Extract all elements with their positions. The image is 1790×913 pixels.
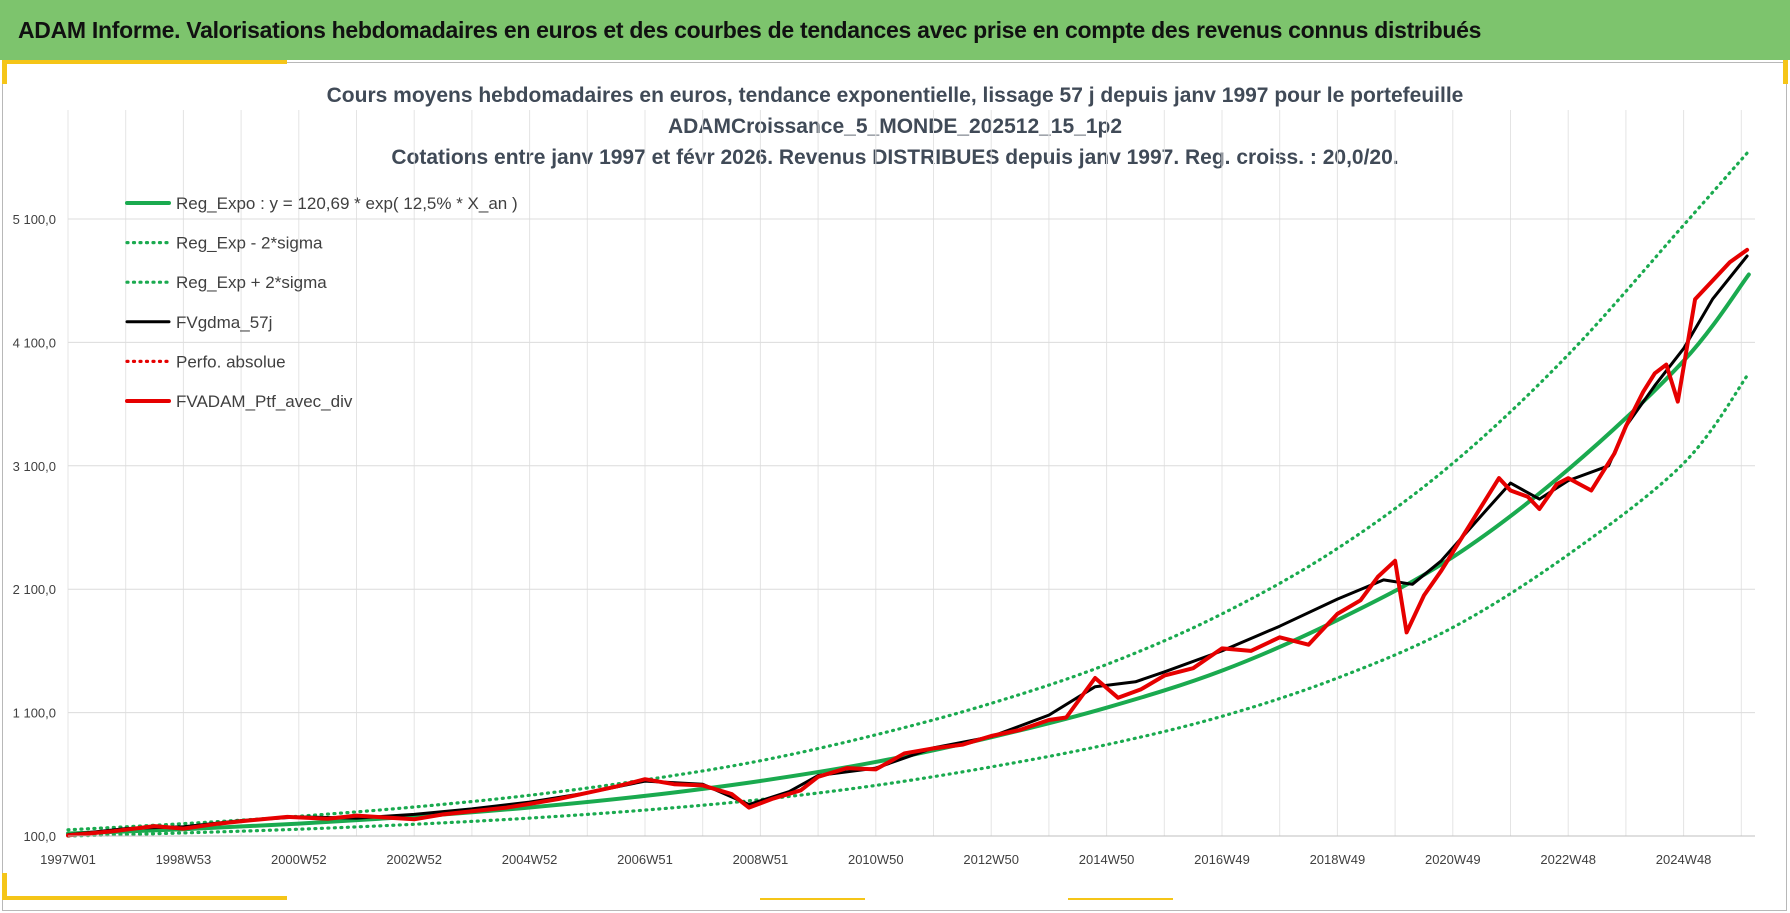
corner-accent-bottom-left-v xyxy=(2,873,7,900)
legend-label-1: Reg_Exp - 2*sigma xyxy=(176,234,323,253)
x-tick-label: 2002W52 xyxy=(386,852,442,867)
x-tick-label: 2006W51 xyxy=(617,852,673,867)
x-tick-label: 2024W48 xyxy=(1656,852,1712,867)
series-line-5 xyxy=(66,247,1750,838)
chart-title: Cours moyens hebdomadaires en euros, ten… xyxy=(0,80,1790,173)
x-tick-label: 2022W48 xyxy=(1540,852,1596,867)
x-tick-label: 2010W50 xyxy=(848,852,904,867)
report-banner: ADAM Informe. Valorisations hebdomadaire… xyxy=(0,0,1790,60)
corner-accent-bottom-mid-2 xyxy=(1068,898,1173,900)
x-tick-label: 2000W52 xyxy=(271,852,327,867)
series-line-2 xyxy=(66,149,1751,832)
x-tick-label: 2012W50 xyxy=(963,852,1019,867)
series-layer xyxy=(66,149,1751,838)
chart-title-line-2: ADAMCroissance_5_MONDE_202512_15_1p2 xyxy=(667,115,1123,138)
corner-accent-bottom-mid-1 xyxy=(760,898,865,900)
legend-label-4: Perfo. absolue xyxy=(176,352,286,371)
corner-accent-top-left-v xyxy=(2,60,7,84)
x-tick-label: 2016W49 xyxy=(1194,852,1250,867)
y-tick-label: 1 100,0 xyxy=(13,706,56,721)
series-line-0 xyxy=(66,272,1751,836)
chart-frame xyxy=(2,62,1787,911)
x-tick-label: 2018W49 xyxy=(1310,852,1366,867)
legend-label-0: Reg_Expo : y = 120,69 * exp( 12,5% * X_a… xyxy=(176,194,518,213)
x-tick-label: 2014W50 xyxy=(1079,852,1135,867)
x-tick-label: 2008W51 xyxy=(733,852,789,867)
series-line-3 xyxy=(66,254,1749,837)
x-tick-label: 2020W49 xyxy=(1425,852,1481,867)
corner-accent-top-left-h xyxy=(2,60,287,64)
legend-layer: Reg_Expo : y = 120,69 * exp( 12,5% * X_a… xyxy=(125,194,518,411)
series-line-1 xyxy=(66,371,1751,838)
x-tick-label: 2004W52 xyxy=(502,852,558,867)
chart-title-line-3: Cotations entre janv 1997 et févr 2026. … xyxy=(391,146,1399,169)
legend-label-2: Reg_Exp + 2*sigma xyxy=(176,273,327,292)
axis-layer: 100,0 1 100,0 2 100,0 3 100,0 4 100,0 5 100,0… xyxy=(13,212,1755,867)
grid-layer xyxy=(67,110,1755,837)
x-tick-label: 1997W01 xyxy=(40,852,96,867)
legend-label-3: FVgdma_57j xyxy=(176,313,272,332)
x-tick-label: 1998W53 xyxy=(156,852,212,867)
y-tick-label: 100,0 xyxy=(23,829,56,844)
y-tick-label: 2 100,0 xyxy=(13,582,56,597)
corner-accent-bottom-left-h xyxy=(2,896,287,900)
y-tick-label: 5 100,0 xyxy=(13,212,56,227)
corner-accent-top-right-v xyxy=(1783,60,1788,84)
y-tick-label: 4 100,0 xyxy=(13,335,56,350)
y-tick-label: 3 100,0 xyxy=(13,459,56,474)
legend-label-5: FVADAM_Ptf_avec_div xyxy=(176,392,353,411)
banner-title: ADAM Informe. Valorisations hebdomadaire… xyxy=(18,16,1482,43)
chart-title-line-1: Cours moyens hebdomadaires en euros, ten… xyxy=(326,84,1464,107)
